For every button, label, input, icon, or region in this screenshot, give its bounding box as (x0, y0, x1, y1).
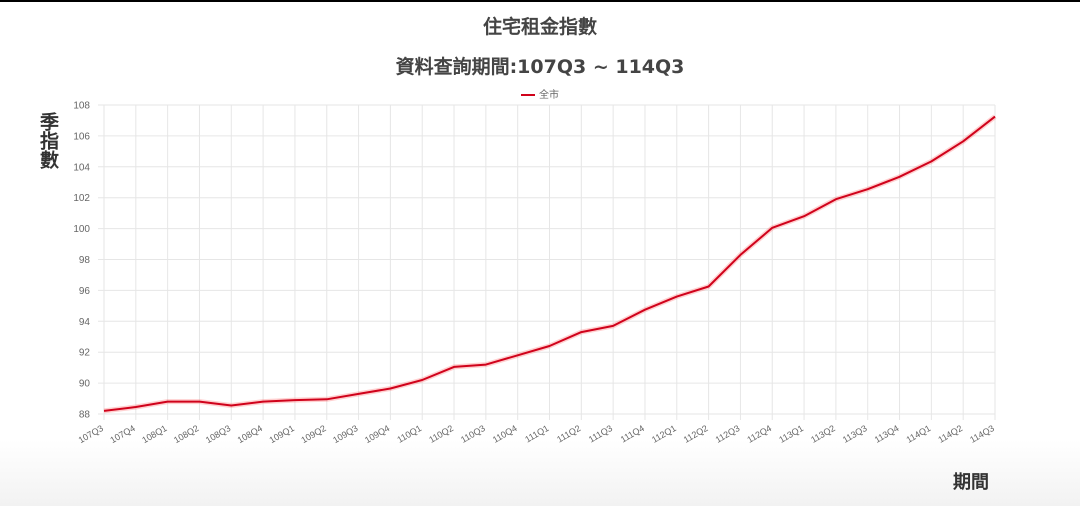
x-tick-label: 107Q4 (108, 423, 136, 445)
x-tick-label: 112Q3 (714, 423, 742, 445)
x-tick-label: 108Q2 (172, 423, 200, 445)
y-tick-label: 96 (79, 286, 91, 297)
y-tick-label: 92 (79, 348, 91, 359)
x-tick-label: 111Q2 (555, 423, 582, 445)
x-tick-label: 114Q2 (936, 423, 964, 445)
series-lines (103, 114, 997, 414)
chart-title: 住宅租金指數 (482, 16, 597, 38)
x-tick-label: 112Q4 (745, 423, 773, 445)
y-tick-label: 104 (73, 162, 90, 173)
x-tick-label: 112Q2 (682, 423, 710, 445)
x-tick-label: 112Q1 (650, 423, 678, 445)
x-tick-label: 108Q3 (204, 423, 232, 445)
x-tick-label: 114Q1 (905, 423, 933, 445)
x-tick-label: 111Q4 (619, 423, 646, 445)
y-tick-label: 102 (73, 193, 90, 204)
x-tick-label: 110Q1 (395, 423, 423, 445)
x-tick-label: 113Q1 (777, 423, 805, 445)
x-tick-label: 114Q3 (968, 423, 996, 445)
x-tick-label: 109Q2 (299, 423, 327, 445)
x-tick-label: 109Q3 (331, 423, 359, 445)
x-tick-label: 108Q1 (140, 423, 168, 445)
x-tick-label: 110Q4 (491, 423, 519, 445)
top-border (0, 0, 1080, 2)
y-tick-label: 106 (73, 131, 90, 142)
legend-swatch-icon (521, 94, 535, 96)
y-tick-label: 108 (73, 101, 90, 112)
y-tick-label: 88 (79, 410, 91, 421)
x-tick-label: 113Q3 (841, 423, 869, 445)
y-axis-title: 季指數 (37, 112, 59, 169)
y-tick-label: 90 (79, 379, 91, 390)
y-tick-label: 94 (79, 317, 91, 328)
y-tick-label: 100 (73, 224, 90, 235)
x-tick-label: 109Q1 (268, 423, 296, 445)
x-tick-label: 111Q3 (587, 423, 614, 445)
x-axis-ticks: 107Q3 107Q4 108Q1 108Q2 108Q3 108Q4 109Q1 109Q2… (77, 423, 996, 445)
series-line[interactable] (103, 115, 996, 412)
legend[interactable]: 全市 (0, 86, 1080, 101)
chart-subtitle: 資料查詢期間:107Q3 ~ 114Q3 (395, 56, 685, 78)
x-tick-label: 108Q4 (236, 423, 264, 445)
x-tick-label: 111Q1 (523, 423, 550, 445)
x-tick-label: 110Q2 (427, 423, 455, 445)
x-tick-label: 113Q4 (873, 423, 901, 445)
x-axis-title: 期間 (953, 472, 989, 493)
x-tick-label: 113Q2 (809, 423, 837, 445)
grid (98, 104, 996, 420)
y-tick-label: 98 (79, 255, 91, 266)
y-axis-ticks: 88 90 92 94 96 98 100 102 104 106 108 (73, 101, 90, 421)
x-tick-label: 109Q4 (363, 423, 391, 445)
x-tick-label: 107Q3 (77, 423, 105, 445)
x-tick-label: 110Q3 (459, 423, 487, 445)
legend-label: 全市 (539, 90, 559, 101)
